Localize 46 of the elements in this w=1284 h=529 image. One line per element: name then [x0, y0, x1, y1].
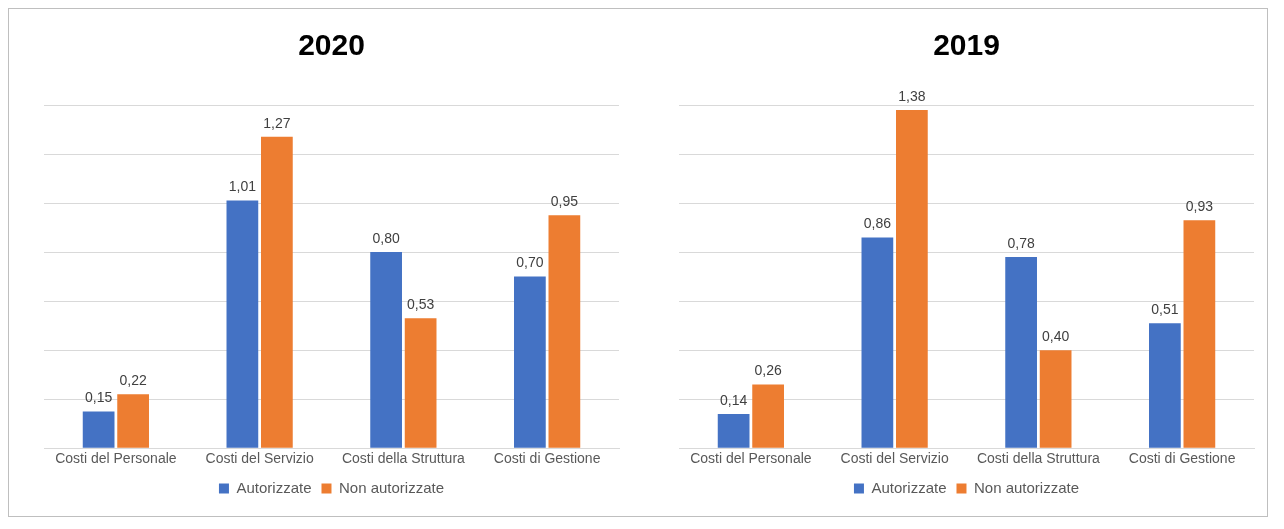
legend-label: Autorizzate — [871, 478, 947, 496]
bar — [117, 394, 149, 448]
bar — [717, 413, 750, 448]
data-label: 0,14 — [720, 391, 748, 408]
legend-label: Non autorizzate — [973, 478, 1080, 496]
data-label: 0,22 — [119, 372, 147, 389]
bar — [370, 252, 402, 448]
data-label: 1,38 — [898, 87, 926, 104]
data-label: 0,95 — [550, 193, 579, 210]
data-label: 0,51 — [1151, 301, 1179, 318]
bar — [404, 318, 437, 448]
bar — [514, 276, 546, 448]
bar — [1039, 350, 1072, 448]
data-label: 0,70 — [516, 254, 544, 271]
x-tick-label: Costi del Servizio — [840, 450, 949, 467]
bar — [1183, 220, 1216, 448]
bar — [861, 237, 894, 448]
bar — [1005, 256, 1037, 448]
chart-title: 2020 — [298, 28, 365, 62]
x-tick-label: Costi della Struttura — [341, 450, 466, 467]
data-label: 1,01 — [228, 178, 257, 195]
data-label: 0,78 — [1007, 234, 1035, 251]
bar — [226, 200, 259, 448]
data-label: 0,80 — [372, 229, 400, 246]
data-label: 0,15 — [85, 389, 113, 406]
chart-title: 2019 — [933, 28, 1000, 62]
data-label: 0,86 — [863, 215, 892, 232]
bar — [896, 109, 928, 448]
data-label: 0,93 — [1185, 198, 1214, 215]
bar — [1149, 323, 1181, 448]
x-tick-label: Costi della Struttura — [976, 450, 1101, 467]
data-label: 1,27 — [263, 114, 291, 131]
bar — [548, 215, 581, 448]
data-label: 0,53 — [407, 296, 435, 313]
legend-label: Autorizzate — [236, 478, 312, 496]
x-tick-label: Costi del Personale — [690, 450, 812, 467]
x-tick-label: Costi di Gestione — [1128, 450, 1236, 467]
data-label: 0,40 — [1042, 328, 1070, 344]
x-tick-label: Costi di Gestione — [493, 450, 601, 467]
x-tick-label: Costi del Personale — [55, 450, 177, 467]
data-label: 0,26 — [754, 362, 782, 379]
bar — [752, 384, 784, 448]
bar — [261, 136, 293, 448]
legend-label: Non autorizzate — [338, 478, 445, 496]
x-tick-label: Costi del Servizio — [205, 450, 314, 467]
bar — [82, 411, 115, 448]
